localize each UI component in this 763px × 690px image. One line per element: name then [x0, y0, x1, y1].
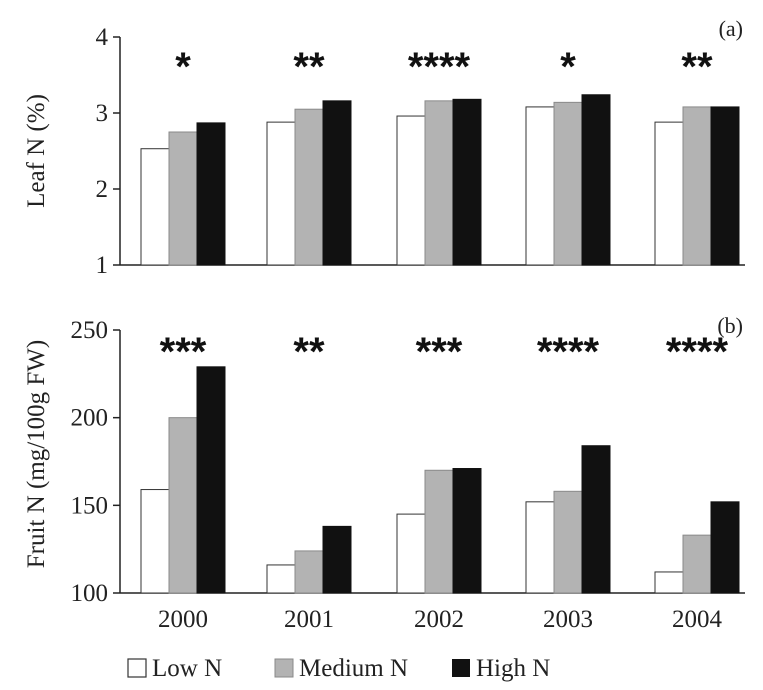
bar-low-2000 — [140, 148, 170, 266]
y-tick-label: 200 — [71, 405, 109, 432]
significance-marker: *** — [160, 330, 207, 374]
bar-high-2000 — [196, 122, 226, 266]
legend-label-high: High N — [476, 655, 550, 682]
bar-low-2002 — [396, 513, 426, 594]
x-tick-label: 2002 — [414, 606, 464, 633]
bar-low-2004 — [654, 571, 684, 594]
bar-high-2000 — [196, 366, 226, 594]
bar-low-2000 — [140, 489, 170, 594]
bar-medium-2002 — [424, 100, 454, 266]
y-tick-label: 1 — [96, 252, 109, 279]
y-axis-label: Leaf N (%) — [23, 94, 50, 208]
legend-swatch-high — [452, 659, 470, 677]
legend-label-medium: Medium N — [299, 655, 408, 682]
y-axis-label: Fruit N (mg/100g FW) — [23, 340, 50, 568]
significance-marker: ** — [681, 45, 713, 89]
y-tick-label: 100 — [71, 580, 109, 607]
bar-high-2001 — [322, 525, 352, 594]
bar-high-2004 — [710, 501, 740, 594]
legend: Low N Medium N High N — [127, 655, 550, 682]
panel-label: (b) — [717, 313, 743, 338]
x-tick-label: 2000 — [158, 606, 208, 633]
bar-medium-2000 — [168, 131, 198, 266]
bar-high-2003 — [581, 94, 611, 266]
bar-medium-2004 — [682, 534, 712, 594]
bar-low-2003 — [525, 501, 555, 594]
y-tick-label: 150 — [71, 492, 109, 519]
panel-label: (a) — [719, 16, 743, 41]
significance-marker: ** — [293, 45, 325, 89]
x-tick-label: 2001 — [284, 606, 334, 633]
bar-low-2004 — [654, 121, 684, 266]
y-tick-label: 4 — [96, 24, 109, 51]
bar-medium-2001 — [294, 550, 324, 594]
significance-marker: **** — [666, 330, 729, 374]
bar-medium-2003 — [553, 490, 583, 594]
bar-high-2002 — [452, 98, 482, 266]
x-tick-label: 2003 — [543, 606, 593, 633]
bar-low-2001 — [266, 121, 296, 266]
y-tick-label: 250 — [71, 317, 109, 344]
significance-marker: ** — [293, 330, 325, 374]
bar-medium-2003 — [553, 101, 583, 266]
bar-medium-2004 — [682, 106, 712, 266]
legend-swatch-medium — [274, 658, 294, 678]
bar-high-2004 — [710, 106, 740, 266]
bar-low-2001 — [266, 564, 296, 594]
y-tick-label: 2 — [96, 176, 109, 203]
bar-high-2002 — [452, 468, 482, 594]
bar-high-2003 — [581, 445, 611, 594]
bar-low-2002 — [396, 115, 426, 266]
legend-label-low: Low N — [152, 655, 222, 682]
significance-marker: * — [175, 45, 191, 89]
significance-marker: * — [560, 45, 576, 89]
panel-b: 100 150 200 250 Fruit N (mg/100g FW) (b) *** 20… — [23, 313, 745, 633]
x-tick-label: 2004 — [672, 606, 723, 633]
bar-medium-2001 — [294, 108, 324, 266]
y-tick-label: 3 — [96, 100, 109, 127]
bar-low-2003 — [525, 106, 555, 266]
bar-high-2001 — [322, 100, 352, 266]
significance-marker: **** — [408, 45, 471, 89]
significance-marker: **** — [537, 330, 600, 374]
legend-swatch-low — [127, 658, 147, 678]
significance-marker: *** — [416, 330, 463, 374]
bar-medium-2000 — [168, 417, 198, 594]
bar-medium-2002 — [424, 469, 454, 594]
